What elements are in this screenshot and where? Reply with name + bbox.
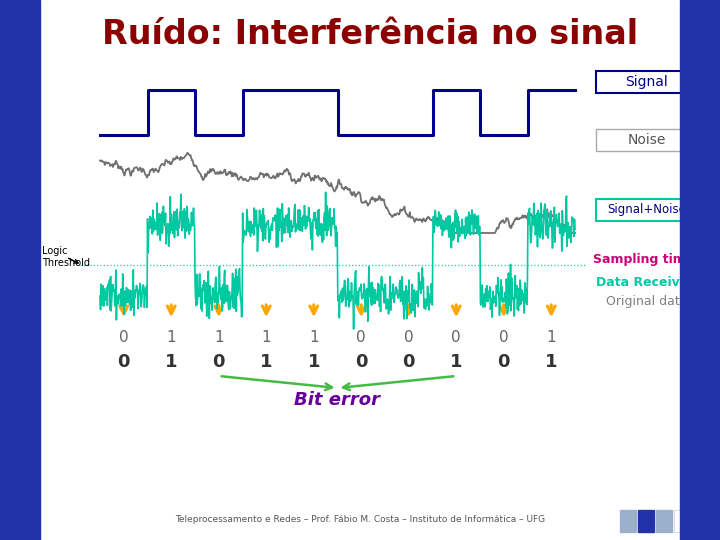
Text: 1: 1: [166, 330, 176, 346]
Text: Noise: Noise: [628, 133, 666, 147]
Text: 32: 32: [683, 515, 700, 528]
Text: 0: 0: [356, 330, 366, 346]
Text: 1: 1: [307, 353, 320, 371]
Text: Data Received: Data Received: [596, 275, 698, 288]
Text: Signal: Signal: [626, 75, 668, 89]
FancyBboxPatch shape: [596, 71, 698, 93]
Text: 1: 1: [309, 330, 318, 346]
Text: 0: 0: [212, 353, 225, 371]
FancyBboxPatch shape: [596, 199, 698, 221]
Text: 1: 1: [165, 353, 178, 371]
Text: 0: 0: [499, 330, 508, 346]
Bar: [674, 510, 708, 532]
Text: 0: 0: [355, 353, 367, 371]
Text: 1: 1: [546, 330, 556, 346]
Text: 0: 0: [404, 330, 413, 346]
Text: Bit error: Bit error: [294, 391, 380, 409]
Text: 1: 1: [260, 353, 272, 371]
Text: Teleprocessamento e Redes – Prof. Fábio M. Costa – Instituto de Informática – UF: Teleprocessamento e Redes – Prof. Fábio …: [175, 516, 545, 524]
Text: 0: 0: [119, 330, 129, 346]
Text: Original data: Original data: [606, 295, 688, 308]
Bar: [638, 510, 654, 532]
Text: Signal+Noise: Signal+Noise: [608, 204, 686, 217]
Text: Ruído: Interferência no sinal: Ruído: Interferência no sinal: [102, 18, 638, 51]
Bar: [0, 0, 40, 540]
Text: 0: 0: [498, 353, 510, 371]
Text: 0: 0: [451, 330, 461, 346]
Text: 1: 1: [261, 330, 271, 346]
Text: Logic
Threshold: Logic Threshold: [42, 246, 90, 268]
Bar: [680, 0, 720, 540]
Bar: [656, 510, 672, 532]
Text: 1: 1: [545, 353, 557, 371]
Text: 1: 1: [214, 330, 224, 346]
Text: Sampling times: Sampling times: [593, 253, 701, 267]
FancyBboxPatch shape: [596, 129, 698, 151]
Bar: [620, 510, 636, 532]
Text: 1: 1: [450, 353, 462, 371]
Text: 0: 0: [402, 353, 415, 371]
Text: 0: 0: [117, 353, 130, 371]
